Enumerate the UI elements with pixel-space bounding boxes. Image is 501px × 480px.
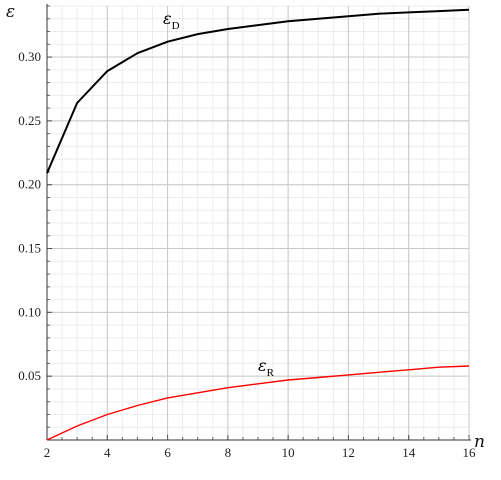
y-tick-label: 0.10 xyxy=(18,304,41,319)
x-tick-label: 8 xyxy=(225,445,232,460)
curve-label-d: εD xyxy=(163,9,180,32)
curve-label-r: εR xyxy=(258,356,275,379)
y-tick-label: 0.15 xyxy=(18,241,41,256)
axes xyxy=(46,4,471,441)
x-axis-label: n xyxy=(474,432,485,452)
x-tick-label: 10 xyxy=(282,445,295,460)
curve-labels: εD εR xyxy=(163,9,275,379)
y-tick-label: 0.30 xyxy=(18,49,41,64)
y-tick-label: 0.20 xyxy=(18,177,41,192)
y-tick-label: 0.25 xyxy=(18,113,41,128)
y-tick-label: 0.05 xyxy=(18,368,41,383)
series-lines xyxy=(46,8,470,441)
x-tick-label: 6 xyxy=(164,445,171,460)
x-tick-label: 16 xyxy=(463,445,477,460)
x-tick-label: 12 xyxy=(342,445,355,460)
y-tick-labels: 0.05 0.10 0.15 0.20 0.25 0.30 xyxy=(18,49,41,383)
series-line-d xyxy=(46,8,470,174)
x-tick-labels: 2 4 6 8 10 12 14 16 xyxy=(44,445,476,460)
y-axis-label: ε xyxy=(6,2,15,22)
x-tick-label: 2 xyxy=(44,445,51,460)
series-line-r xyxy=(46,365,470,441)
major-grid xyxy=(47,6,470,440)
x-tick-label: 4 xyxy=(104,445,111,460)
x-tick-label: 14 xyxy=(402,445,416,460)
